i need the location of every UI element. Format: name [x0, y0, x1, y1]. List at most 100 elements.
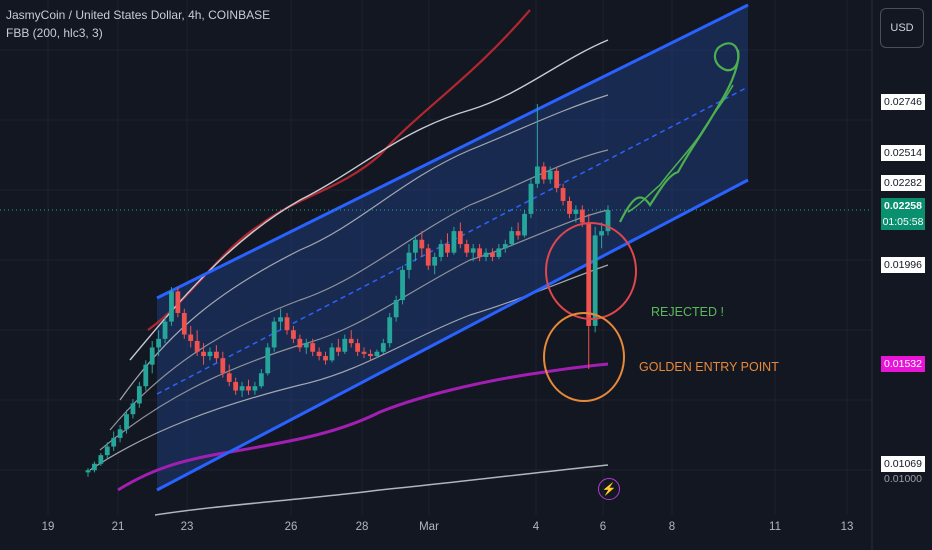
candle: [258, 368, 264, 389]
candle: [278, 308, 283, 331]
candle: [355, 338, 361, 357]
indicator-label[interactable]: FBB (200, hlc3, 3): [6, 26, 103, 40]
candle: [117, 424, 123, 443]
candle: [284, 312, 290, 335]
candle: [567, 196, 572, 219]
candle: [271, 317, 277, 352]
band-2: [119, 94, 609, 401]
candle: [605, 205, 611, 236]
candle: [323, 351, 328, 365]
candle: [387, 312, 393, 348]
candle: [92, 461, 97, 473]
countdown-label: 01:05:58: [881, 214, 925, 230]
rejected-label: REJECTED !: [651, 305, 724, 319]
candle: [451, 226, 457, 255]
channel-mid-line[interactable]: [156, 86, 749, 395]
price-label-01532: 0.01532: [881, 356, 925, 372]
price-label-01000: 0.01000: [884, 473, 922, 485]
candle: [534, 104, 540, 189]
candle: [342, 334, 348, 354]
candle: [425, 244, 431, 270]
candle: [316, 347, 322, 361]
candle: [419, 231, 425, 257]
candle: [477, 244, 483, 262]
candle: [143, 360, 149, 391]
candle: [233, 377, 239, 395]
candle: [470, 244, 476, 262]
time-tick-label: 23: [180, 521, 194, 533]
candle: [515, 222, 521, 240]
candle: [393, 295, 399, 322]
time-tick-label: 13: [840, 521, 854, 533]
price-label-02514: 0.02514: [881, 145, 925, 161]
candle: [573, 205, 579, 223]
candle: [246, 379, 251, 395]
candle: [457, 222, 463, 249]
candle: [149, 340, 155, 374]
candle: [496, 244, 502, 260]
price-label-01996: 0.01996: [881, 257, 925, 273]
golden-entry-label: GOLDEN ENTRY POINT: [639, 360, 779, 374]
candles: [85, 104, 611, 477]
candle: [104, 442, 110, 460]
time-tick-label: 21: [111, 521, 125, 533]
candle: [445, 233, 450, 257]
candle: [374, 349, 380, 359]
candle: [136, 381, 142, 408]
price-label-01069: 0.01069: [881, 456, 925, 472]
candle: [175, 287, 181, 318]
candle: [483, 248, 489, 262]
time-tick-label: 4: [532, 521, 540, 533]
candle: [124, 409, 129, 434]
candle: [130, 399, 136, 419]
channel-lower-line[interactable]: [156, 178, 749, 492]
candle: [361, 347, 367, 359]
candle: [291, 325, 296, 344]
candle: [265, 343, 271, 376]
fibonacci-bands: [89, 9, 609, 516]
candle: [592, 226, 598, 333]
projection-scribble: [619, 42, 740, 223]
band-3: [109, 149, 609, 431]
projection-scribble-2: [627, 84, 734, 213]
channel-upper-line[interactable]: [156, 3, 749, 300]
time-tick-label: 19: [41, 521, 55, 533]
candle: [220, 351, 226, 378]
candle: [380, 338, 386, 354]
candle: [329, 343, 335, 363]
candle: [310, 338, 316, 357]
candle: [406, 244, 412, 279]
candle: [188, 325, 194, 348]
candle: [162, 317, 168, 344]
candle: [438, 239, 444, 262]
candle: [554, 166, 560, 193]
currency-button[interactable]: USD: [880, 8, 924, 48]
drawings: [543, 42, 740, 402]
candle: [98, 452, 104, 466]
candle: [413, 235, 418, 262]
time-tick-label: 11: [769, 521, 781, 533]
candle: [201, 343, 206, 365]
candle: [207, 347, 213, 361]
candle: [303, 338, 309, 354]
candle: [239, 381, 245, 397]
candle: [169, 287, 174, 326]
candle: [528, 179, 534, 219]
lightning-icon[interactable]: ⚡: [598, 478, 620, 500]
candle: [335, 338, 341, 357]
price-label-02282: 0.02282: [881, 175, 925, 191]
rejected-circle: [545, 222, 637, 320]
current-price-label: 0.02258: [881, 198, 925, 214]
time-tick-label: 8: [668, 521, 676, 533]
candle: [181, 308, 187, 339]
candle: [297, 334, 303, 352]
candle: [226, 364, 232, 387]
candle: [464, 239, 470, 257]
candle: [599, 222, 604, 249]
candle: [194, 330, 200, 357]
chart-title: JasmyCoin / United States Dollar, 4h, CO…: [6, 8, 271, 22]
candle: [522, 209, 527, 238]
candle: [213, 345, 219, 363]
